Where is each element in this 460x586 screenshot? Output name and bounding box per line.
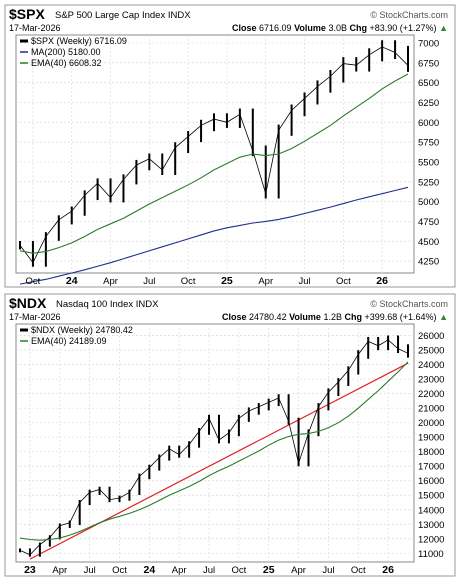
legend-label: EMA(40) 6608.32 (31, 58, 102, 68)
x-tick-label: Jul (298, 276, 310, 287)
x-tick-label: 26 (376, 275, 388, 287)
x-tick-label: 24 (143, 564, 155, 576)
y-tick-label: 16000 (418, 476, 444, 487)
x-tick-label: Oct (112, 565, 127, 576)
y-tick-label: 14000 (418, 505, 444, 516)
y-tick-label: 5500 (418, 157, 439, 168)
ema40-line (19, 73, 409, 254)
spx-y-axis: 4250 4500 4750 5000 5250 5500 5750 6000 6250 6500… (418, 38, 439, 267)
x-tick-label: Apr (103, 276, 118, 287)
y-tick-label: 6000 (418, 118, 439, 129)
x-tick-label: Apr (172, 565, 187, 576)
x-tick-label: Oct (181, 276, 196, 287)
spx-panel: $SPX S&P 500 Large Cap Index INDX © Stoc… (4, 4, 456, 288)
x-tick-label: Apr (291, 565, 306, 576)
y-tick-label: 5750 (418, 138, 439, 149)
y-tick-label: 7000 (418, 38, 439, 49)
y-tick-label: 19000 (418, 433, 444, 444)
x-tick-label: Apr (258, 276, 273, 287)
legend-label: $NDX (Weekly) 24780.42 (31, 325, 133, 335)
ndx-watermark: © StockCharts.com (370, 299, 448, 309)
y-tick-label: 21000 (418, 404, 444, 415)
x-tick-label: Oct (231, 565, 246, 576)
x-tick-label: Jul (84, 565, 96, 576)
spx-plot (15, 34, 415, 285)
ndx-marks (19, 335, 409, 560)
x-tick-label: 23 (24, 564, 36, 576)
y-tick-label: 22000 (418, 389, 444, 400)
x-tick-label: Jul (143, 276, 155, 287)
ndx-name: Nasdaq 100 Index INDX (56, 299, 159, 310)
x-tick-label: Jul (203, 565, 215, 576)
ndx-x-axis: 23 Apr Jul Oct 24 Apr Jul Oct 25 Apr Jul Oct 26 (24, 564, 394, 576)
y-tick-label: 4500 (418, 237, 439, 248)
spx-quote-line: Close 6716.09 Volume 3.0B Chg +83.90 (+1… (232, 23, 448, 33)
x-tick-label: 26 (382, 564, 394, 576)
x-tick-label: Oct (351, 565, 366, 576)
ndx-quote-line: Close 24780.42 Volume 1.2B Chg +399.68 (… (222, 312, 448, 322)
x-tick-label: 24 (66, 275, 78, 287)
spx-x-axis: Oct 24 Apr Jul Oct 25 Apr Jul Oct 26 (26, 275, 389, 287)
y-tick-label: 15000 (418, 491, 444, 502)
y-tick-label: 5250 (418, 177, 439, 188)
ndx-date: 17-Mar-2026 (9, 312, 61, 322)
y-tick-label: 25000 (418, 346, 444, 357)
y-tick-label: 20000 (418, 418, 444, 429)
legend-label: MA(200) 5180.00 (31, 47, 101, 57)
y-tick-label: 18000 (418, 447, 444, 458)
spx-date: 17-Mar-2026 (9, 23, 61, 33)
spx-marks (19, 40, 409, 285)
legend-label: $SPX (Weekly) 6716.09 (31, 36, 127, 46)
ndx-symbol: $NDX (9, 295, 47, 311)
ndx-panel: $NDX Nasdaq 100 Index INDX © StockCharts… (4, 293, 456, 577)
ema40-line (19, 361, 409, 541)
spx-watermark: © StockCharts.com (370, 10, 448, 20)
spx-plot-area (15, 34, 415, 274)
ndx-plot (15, 323, 415, 563)
ma200-line (19, 186, 409, 285)
x-tick-label: Apr (52, 565, 67, 576)
y-tick-label: 11000 (418, 549, 444, 560)
y-tick-label: 4250 (418, 257, 439, 268)
y-tick-label: 6500 (418, 78, 439, 89)
y-tick-label: 26000 (418, 331, 444, 342)
y-tick-label: 6250 (418, 98, 439, 109)
legend-label: EMA(40) 24189.09 (31, 336, 107, 346)
x-tick-label: 25 (221, 275, 233, 287)
ndx-plot-area (15, 323, 415, 563)
y-tick-label: 13000 (418, 520, 444, 531)
spx-symbol: $SPX (9, 6, 45, 22)
x-tick-label: Jul (322, 565, 334, 576)
price-line (19, 46, 409, 264)
x-tick-label: Oct (336, 276, 351, 287)
price-line (19, 339, 409, 556)
y-tick-label: 12000 (418, 534, 444, 545)
y-tick-label: 23000 (418, 375, 444, 386)
spx-name: S&P 500 Large Cap Index INDX (55, 10, 191, 21)
y-tick-label: 5000 (418, 197, 439, 208)
trendline (29, 362, 409, 560)
y-tick-label: 6750 (418, 58, 439, 69)
y-tick-label: 17000 (418, 462, 444, 473)
y-tick-label: 4750 (418, 217, 439, 228)
y-tick-label: 24000 (418, 360, 444, 371)
x-tick-label: Oct (26, 276, 41, 287)
x-tick-label: 25 (263, 564, 275, 576)
ndx-y-axis: 11000 12000 13000 14000 15000 16000 17000 18000… (418, 331, 444, 560)
